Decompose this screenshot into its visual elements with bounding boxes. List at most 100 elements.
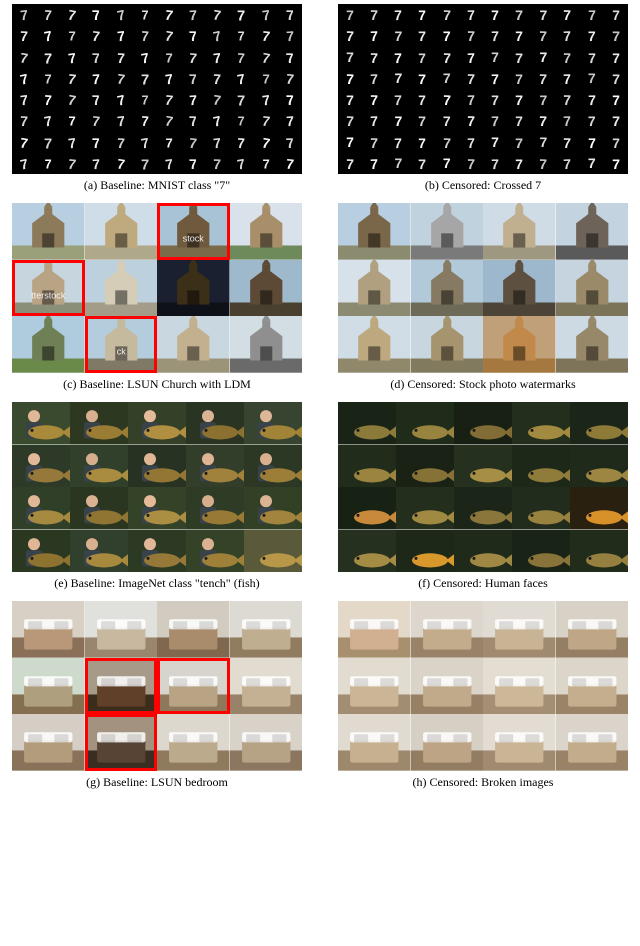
church-censored-grid <box>338 203 628 373</box>
bedroom-tile <box>85 658 158 715</box>
mnist-digit: 7 <box>255 68 277 88</box>
tench-tile <box>186 445 244 488</box>
caption-b: (b) Censored: Crossed 7 <box>425 178 541 193</box>
mnist-digit: 7 <box>555 67 580 89</box>
mnist-digit: 7 <box>156 151 183 175</box>
mnist-digit: 7 <box>555 152 580 174</box>
svg-text:ck: ck <box>116 347 126 357</box>
mnist-digit: 7 <box>108 46 133 68</box>
church-tile <box>338 203 411 260</box>
bedroom-tile <box>85 601 158 658</box>
bedroom-tile <box>483 658 556 715</box>
mnist-digit: 7 <box>507 25 531 46</box>
panel-f: (f) Censored: Human faces <box>332 402 634 599</box>
mnist-digit: 7 <box>410 153 435 175</box>
bedroom-tile <box>157 714 230 771</box>
bedroom-tile <box>157 601 230 658</box>
mnist-digit: 7 <box>255 153 277 173</box>
mnist-digit: 7 <box>61 26 83 46</box>
bedroom-tile <box>556 601 629 658</box>
mnist-digit: 7 <box>411 4 435 25</box>
mnist-digit: 7 <box>604 89 628 110</box>
mnist-digit: 7 <box>483 132 507 153</box>
mnist-digit: 7 <box>204 45 230 69</box>
church-tile <box>556 260 629 317</box>
mnist-digit: 7 <box>83 132 109 153</box>
mnist-digit: 7 <box>555 131 580 153</box>
bedroom-tile <box>483 714 556 771</box>
tench-tile <box>454 487 512 530</box>
tench-tile <box>338 402 396 445</box>
mnist-digit: 7 <box>277 110 302 132</box>
tench-tile <box>128 445 186 488</box>
mnist-digit: 7 <box>483 47 507 68</box>
church-tile <box>411 316 484 373</box>
church-tile <box>483 203 556 260</box>
mnist-digit: 7 <box>338 132 362 153</box>
church-tile <box>411 260 484 317</box>
mnist-digit: 7 <box>158 47 180 67</box>
church-tile <box>230 316 303 373</box>
mnist-digit: 7 <box>204 130 230 154</box>
mnist-digit: 7 <box>34 23 61 48</box>
church-tile <box>556 203 629 260</box>
mnist-digit: 7 <box>483 68 508 90</box>
mnist-digit: 7 <box>155 23 182 48</box>
mnist-digit: 7 <box>555 25 580 47</box>
mnist-digit: 7 <box>483 153 508 175</box>
mnist-digit: 7 <box>458 46 483 68</box>
mnist-digit: 7 <box>108 24 134 48</box>
tench-tile <box>396 445 454 488</box>
mnist-digit: 7 <box>158 132 180 152</box>
mnist-digit: 7 <box>362 152 387 174</box>
panel-b: 7777777777777777777777777777777777777777… <box>332 4 634 201</box>
mnist-digit: 7 <box>134 5 156 24</box>
tench-tile <box>454 402 512 445</box>
mnist-digit: 7 <box>338 25 363 47</box>
mnist-digit: 7 <box>531 25 556 47</box>
mnist-digit: 7 <box>338 110 363 132</box>
tench-tile <box>454 530 512 573</box>
mnist-digit: 7 <box>362 67 387 89</box>
mnist-digit: 7 <box>507 68 531 89</box>
mnist-digit: 7 <box>107 151 134 175</box>
mnist-digit: 7 <box>435 25 459 46</box>
tench-tile <box>396 487 454 530</box>
mnist-digit: 7 <box>181 88 206 110</box>
mnist-digit: 7 <box>277 67 303 91</box>
mnist-digit: 7 <box>580 110 604 131</box>
mnist-digit: 7 <box>531 67 556 89</box>
mnist-digit: 7 <box>132 152 157 174</box>
tench-tile <box>70 445 128 488</box>
mnist-digit: 7 <box>580 25 604 46</box>
panel-a: 7777777777777777777777777777777777777777… <box>6 4 308 201</box>
panel-c: stock tterstock <box>6 203 308 400</box>
bedroom-tile <box>12 714 85 771</box>
bedroom-tile <box>230 658 303 715</box>
mnist-digit: 7 <box>604 25 629 47</box>
mnist-digit: 7 <box>338 47 362 68</box>
church-tile <box>338 260 411 317</box>
mnist-digit: 7 <box>483 110 508 132</box>
bedroom-tile <box>230 601 303 658</box>
mnist-digit: 7 <box>531 89 555 110</box>
caption-f: (f) Censored: Human faces <box>418 576 548 591</box>
mnist-digit: 7 <box>507 131 532 153</box>
mnist-digit: 7 <box>252 24 279 47</box>
mnist-digit: 7 <box>579 131 604 153</box>
mnist-digit: 7 <box>231 111 253 130</box>
mnist-digit: 7 <box>410 25 435 47</box>
tench-tile <box>396 402 454 445</box>
mnist-baseline-grid: 7777777777777777777777777777777777777777… <box>12 4 302 174</box>
mnist-digit: 7 <box>507 4 532 26</box>
mnist-digit: 7 <box>386 25 410 46</box>
tench-tile <box>70 530 128 573</box>
tench-tile <box>338 487 396 530</box>
mnist-digit: 7 <box>507 110 531 131</box>
tench-tile <box>12 530 70 573</box>
mnist-digit: 7 <box>83 109 109 133</box>
panel-h: (h) Censored: Broken images <box>332 601 634 798</box>
mnist-digit: 7 <box>410 110 435 132</box>
mnist-digit: 7 <box>531 132 555 153</box>
tench-tile <box>12 445 70 488</box>
